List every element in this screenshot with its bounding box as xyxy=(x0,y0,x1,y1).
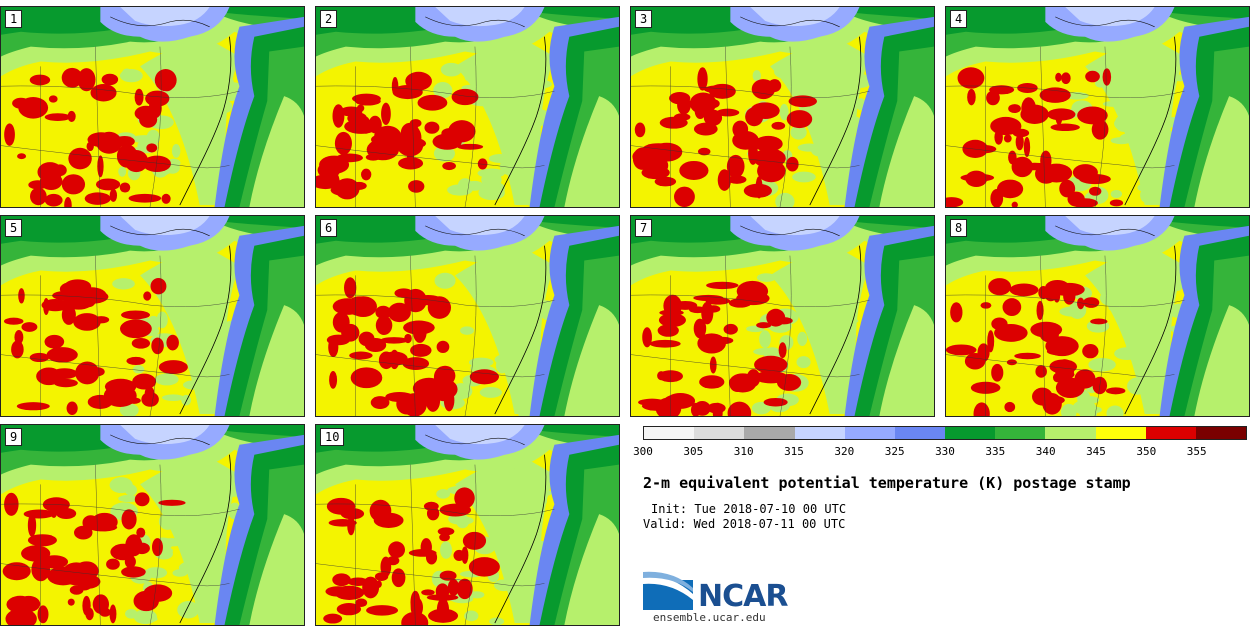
colorbar-swatch xyxy=(1095,427,1146,439)
ncar-logo-icon xyxy=(643,571,693,610)
colorbar-tick-label: 350 xyxy=(1136,445,1157,458)
map-panel: 6 xyxy=(315,215,620,417)
map-panel: 10 xyxy=(315,424,620,626)
panel-member-label: 4 xyxy=(950,10,968,28)
colorbar-swatch xyxy=(1195,427,1247,439)
colorbar-ticks: 300 305 310 315 320 325 330 335 340 345 350 355 xyxy=(633,445,1247,459)
panel-member-label: 5 xyxy=(5,219,23,237)
map-panel: 1 xyxy=(0,6,305,208)
colorbar-tick-label: 315 xyxy=(784,445,804,458)
ncar-logo-text: NCAR xyxy=(698,579,788,614)
panel-member-label: 9 xyxy=(5,428,23,446)
valid-time: Valid: Wed 2018-07-11 00 UTC xyxy=(643,517,846,531)
colorbar-swatch xyxy=(995,427,1046,439)
colorbar-tick-label: 320 xyxy=(834,445,855,458)
colorbar-tick-label: 305 xyxy=(683,445,704,458)
colorbar-tick-label: 310 xyxy=(733,445,754,458)
map-panel: 5 xyxy=(0,215,305,417)
panel-member-label: 2 xyxy=(320,10,338,28)
map-panel: 2 xyxy=(315,6,620,208)
panel-member-label: 3 xyxy=(635,10,653,28)
colorbar-swatch xyxy=(794,427,845,439)
colorbar-swatch xyxy=(1045,427,1096,439)
colorbar xyxy=(643,426,1247,440)
figure-title: 2-m equivalent potential temperature (K)… xyxy=(643,474,1131,492)
map-panel: 3 xyxy=(630,6,935,208)
colorbar-swatch xyxy=(844,427,895,439)
panel-member-label: 7 xyxy=(635,219,653,237)
panel-member-label: 1 xyxy=(5,10,23,28)
panel-member-label: 6 xyxy=(320,219,338,237)
colorbar-tick-label: 355 xyxy=(1186,445,1207,458)
colorbar-tick-label: 300 xyxy=(633,445,653,458)
colorbar-swatch xyxy=(894,427,946,439)
colorbar-tick-label: 340 xyxy=(1035,445,1056,458)
colorbar-tick-label: 345 xyxy=(1086,445,1106,458)
panel-member-label: 8 xyxy=(950,219,968,237)
colorbar-swatch xyxy=(694,427,745,439)
colorbar-tick-label: 330 xyxy=(935,445,955,458)
map-panel: 9 xyxy=(0,424,305,626)
colorbar-tick-label: 325 xyxy=(884,445,905,458)
map-panel: 8 xyxy=(945,215,1250,417)
colorbar-swatch xyxy=(744,427,795,439)
init-time: Init: Tue 2018-07-10 00 UTC xyxy=(651,502,847,516)
colorbar-swatch xyxy=(945,427,996,439)
map-panel: 4 xyxy=(945,6,1250,208)
panel-member-label: 10 xyxy=(320,428,345,446)
colorbar-tick-label: 335 xyxy=(985,445,1006,458)
website-url: ensemble.ucar.edu xyxy=(653,611,766,624)
colorbar-swatch xyxy=(644,427,695,439)
map-panel: 7 xyxy=(630,215,935,417)
colorbar-swatch xyxy=(1145,427,1196,439)
